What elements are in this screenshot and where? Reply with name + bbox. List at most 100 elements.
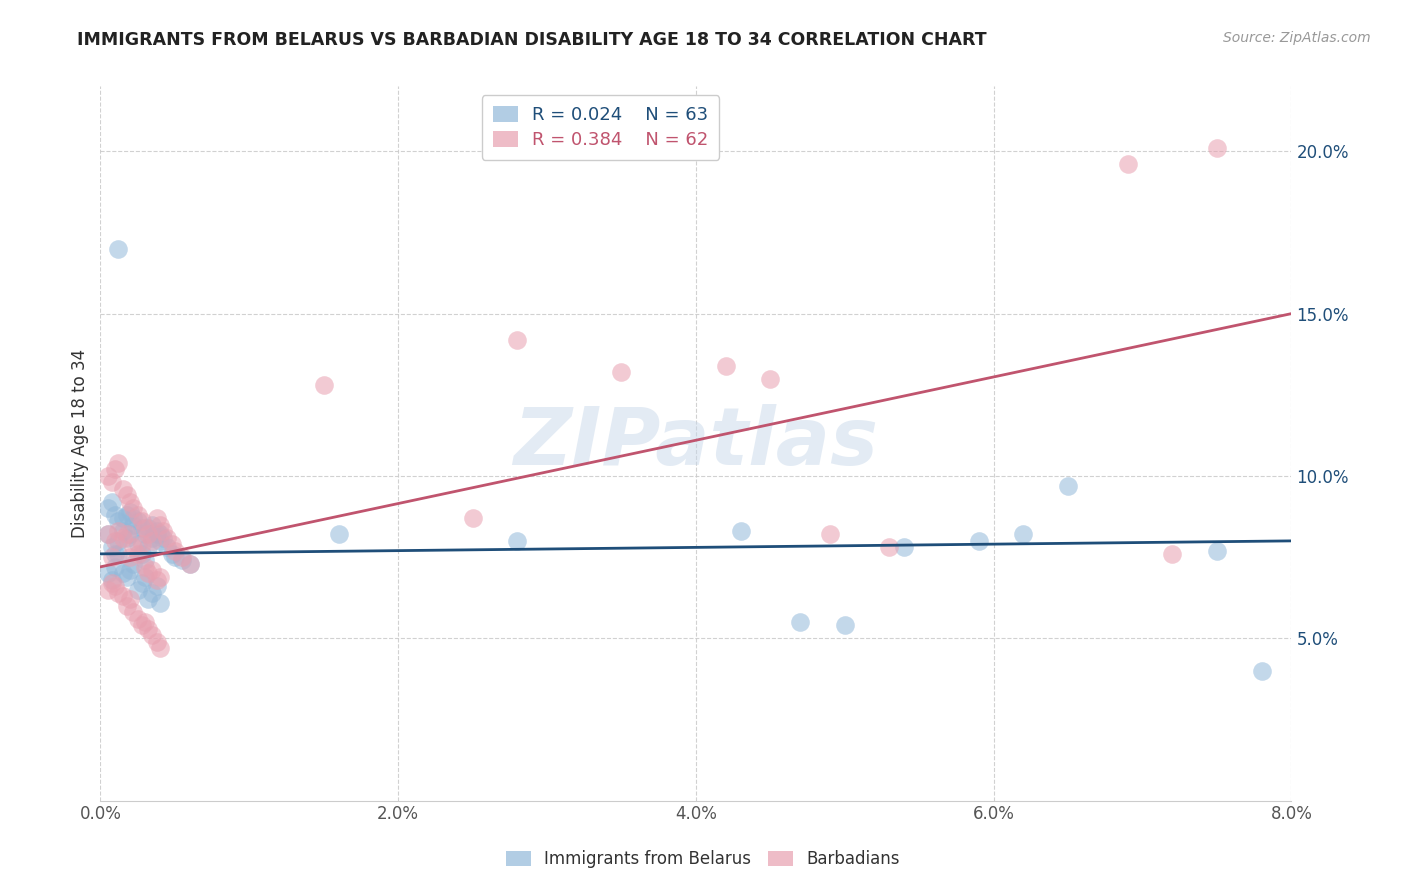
Text: Source: ZipAtlas.com: Source: ZipAtlas.com: [1223, 31, 1371, 45]
Point: [97, 527, 120, 541]
Point: [127, 515, 149, 529]
Point: [328, 527, 350, 541]
Point: [122, 605, 145, 619]
Point: [101, 573, 124, 587]
Point: [97, 469, 120, 483]
Point: [127, 537, 149, 551]
Point: [163, 550, 186, 565]
Point: [149, 527, 172, 541]
Point: [122, 541, 145, 555]
Point: [127, 612, 149, 626]
Point: [893, 541, 915, 555]
Point: [149, 569, 172, 583]
Point: [172, 553, 194, 567]
Point: [120, 563, 142, 577]
Point: [111, 524, 134, 538]
Point: [146, 511, 169, 525]
Y-axis label: Disability Age 18 to 34: Disability Age 18 to 34: [72, 349, 89, 538]
Point: [122, 511, 145, 525]
Point: [149, 517, 172, 532]
Point: [101, 541, 124, 555]
Point: [163, 543, 186, 558]
Point: [156, 531, 179, 545]
Point: [179, 557, 201, 571]
Point: [104, 579, 127, 593]
Point: [101, 576, 124, 591]
Point: [131, 521, 153, 535]
Point: [136, 592, 159, 607]
Point: [131, 515, 153, 529]
Point: [136, 521, 159, 535]
Point: [141, 533, 163, 548]
Point: [111, 531, 134, 545]
Point: [97, 582, 120, 597]
Point: [122, 557, 145, 571]
Point: [141, 563, 163, 577]
Point: [714, 359, 737, 373]
Point: [149, 596, 172, 610]
Point: [131, 576, 153, 591]
Point: [730, 524, 752, 538]
Point: [136, 527, 159, 541]
Point: [136, 541, 159, 555]
Point: [111, 566, 134, 581]
Point: [1116, 157, 1139, 171]
Point: [115, 527, 138, 541]
Point: [134, 527, 156, 541]
Point: [115, 599, 138, 613]
Point: [134, 553, 156, 567]
Point: [141, 517, 163, 532]
Point: [1206, 141, 1229, 155]
Point: [789, 615, 811, 629]
Point: [136, 622, 159, 636]
Point: [131, 547, 153, 561]
Point: [461, 511, 484, 525]
Point: [101, 475, 124, 490]
Point: [127, 508, 149, 522]
Legend: Immigrants from Belarus, Barbadians: Immigrants from Belarus, Barbadians: [499, 844, 907, 875]
Legend: R = 0.024    N = 63, R = 0.384    N = 62: R = 0.024 N = 63, R = 0.384 N = 62: [482, 95, 720, 160]
Point: [115, 488, 138, 502]
Point: [97, 501, 120, 516]
Point: [104, 462, 127, 476]
Point: [146, 579, 169, 593]
Point: [149, 533, 172, 548]
Point: [149, 640, 172, 655]
Point: [104, 559, 127, 574]
Point: [131, 537, 153, 551]
Point: [107, 586, 129, 600]
Point: [127, 582, 149, 597]
Point: [107, 456, 129, 470]
Point: [107, 515, 129, 529]
Point: [107, 242, 129, 256]
Point: [127, 547, 149, 561]
Point: [134, 559, 156, 574]
Text: IMMIGRANTS FROM BELARUS VS BARBADIAN DISABILITY AGE 18 TO 34 CORRELATION CHART: IMMIGRANTS FROM BELARUS VS BARBADIAN DIS…: [77, 31, 987, 49]
Point: [104, 547, 127, 561]
Point: [146, 573, 169, 587]
Point: [122, 517, 145, 532]
Point: [115, 508, 138, 522]
Point: [1206, 543, 1229, 558]
Point: [610, 365, 633, 379]
Point: [156, 541, 179, 555]
Point: [146, 524, 169, 538]
Point: [134, 615, 156, 629]
Point: [179, 557, 201, 571]
Point: [97, 527, 120, 541]
Point: [141, 586, 163, 600]
Point: [107, 547, 129, 561]
Point: [107, 524, 129, 538]
Point: [146, 527, 169, 541]
Point: [111, 511, 134, 525]
Point: [506, 533, 529, 548]
Point: [104, 533, 127, 548]
Point: [172, 550, 194, 565]
Point: [120, 495, 142, 509]
Text: ZIPatlas: ZIPatlas: [513, 404, 879, 483]
Point: [1250, 664, 1272, 678]
Point: [967, 533, 990, 548]
Point: [134, 569, 156, 583]
Point: [111, 589, 134, 603]
Point: [120, 527, 142, 541]
